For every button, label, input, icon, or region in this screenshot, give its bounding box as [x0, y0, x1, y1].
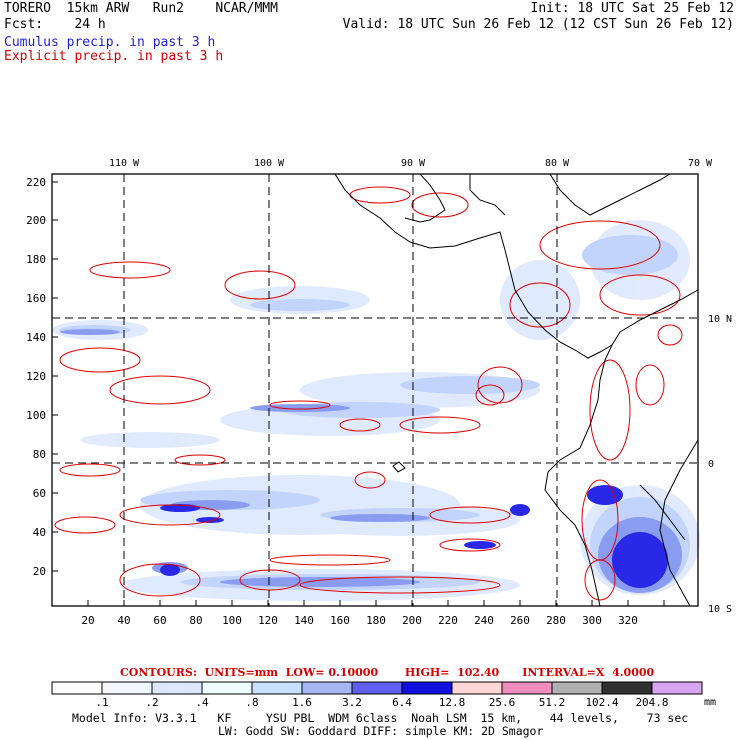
y-tick-label: 60: [33, 487, 46, 500]
model-info-line1: Model Info: V3.3.1 KF YSU PBL WDM 6class…: [72, 711, 689, 725]
y-tick-label: 120: [26, 370, 46, 383]
colorbar-box: [551, 681, 603, 695]
longitude-labels: 110 W 100 W 90 W 80 W 70 W: [109, 158, 713, 169]
y-tick-label: 100: [26, 409, 46, 422]
x-tick-label: 20: [81, 614, 94, 627]
y-tick-label: 220: [26, 176, 46, 189]
init-time: Init: 18 UTC Sat 25 Feb 12: [530, 1, 735, 16]
colorbar-box: [451, 681, 503, 695]
explicit-field-label: Explicit precip. in past 3 h: [4, 49, 224, 64]
y-tick-labels: 220 200 180 160 140 120 100 80 60 40 20: [26, 176, 46, 578]
colorbar-box: [51, 681, 103, 695]
colorbar-box: [501, 681, 553, 695]
lon-label: 90 W: [401, 158, 426, 169]
model-info-line2: LW: Godd SW: Goddard DIFF: simple KM: 2D…: [218, 724, 544, 738]
y-axis-ticks: [52, 181, 58, 572]
y-tick-label: 160: [26, 292, 46, 305]
x-tick-label: 260: [510, 614, 530, 627]
x-tick-label: 140: [294, 614, 314, 627]
y-tick-label: 80: [33, 448, 46, 461]
lat-label: 0: [708, 459, 714, 470]
x-tick-labels: 20 40 60 80 100 120 140 160 180 200 220 …: [81, 614, 638, 627]
colorbar-label: 6.4: [392, 696, 412, 709]
lon-label: 70 W: [688, 158, 713, 169]
y-tick-label: 200: [26, 214, 46, 227]
x-tick-label: 280: [546, 614, 566, 627]
x-tick-label: 120: [258, 614, 278, 627]
colorbar-label: 12.8: [439, 696, 466, 709]
colorbar-label: .1: [95, 696, 108, 709]
coastlines: [334, 173, 699, 607]
latitude-labels: 10 N 0 10 S: [708, 314, 732, 615]
colorbar-box: [401, 681, 453, 695]
colorbar-label: 102.4: [585, 696, 618, 709]
x-tick-label: 180: [366, 614, 386, 627]
colorbar-label: 3.2: [342, 696, 362, 709]
lon-label: 110 W: [109, 158, 140, 169]
colorbar-box: [101, 681, 153, 695]
x-tick-label: 320: [618, 614, 638, 627]
map-frame: [51, 173, 699, 607]
x-tick-label: 100: [222, 614, 242, 627]
lat-label: 10 N: [708, 314, 732, 325]
x-tick-label: 160: [330, 614, 350, 627]
colorbar-box: [651, 681, 703, 695]
y-tick-label: 180: [26, 253, 46, 266]
colorbar-box: [251, 681, 303, 695]
colorbar-box: [301, 681, 353, 695]
lon-label: 80 W: [545, 158, 570, 169]
x-tick-label: 40: [117, 614, 130, 627]
lat-label: 10 S: [708, 604, 732, 615]
contour-info: CONTOURS: UNITS=mm LOW= 0.10000 HIGH= 10…: [120, 666, 655, 679]
x-tick-label: 240: [474, 614, 494, 627]
colorbar-label: 51.2: [539, 696, 566, 709]
x-tick-label: 220: [438, 614, 458, 627]
colorbar-label: 25.6: [489, 696, 516, 709]
colorbar-box: [201, 681, 253, 695]
forecast-hour: Fcst: 24 h: [4, 17, 106, 32]
colorbar-label: .4: [195, 696, 209, 709]
colorbar-box: [601, 681, 653, 695]
y-tick-label: 20: [33, 565, 46, 578]
x-tick-label: 80: [189, 614, 202, 627]
x-axis-ticks: [87, 600, 665, 606]
lat-lon-grid: [52, 174, 698, 606]
x-tick-label: 300: [582, 614, 602, 627]
colorbar: .1.2.4.8 1.6 3.2 6.4 12.8 25.6 51.2 102.4 204.8 …: [51, 681, 716, 709]
y-tick-label: 40: [33, 526, 46, 539]
colorbar-box: [151, 681, 203, 695]
cumulus-field-label: Cumulus precip. in past 3 h: [4, 35, 216, 50]
explicit-precip-contours: [54, 186, 683, 601]
colorbar-box: [351, 681, 403, 695]
x-tick-label: 200: [402, 614, 422, 627]
colorbar-unit: mm: [704, 697, 716, 708]
colorbar-label: 204.8: [635, 696, 668, 709]
colorbar-label: .8: [245, 696, 258, 709]
y-tick-label: 140: [26, 331, 46, 344]
x-tick-label: 60: [153, 614, 166, 627]
valid-time: Valid: 18 UTC Sun 26 Feb 12 (12 CST Sun …: [342, 17, 734, 32]
model-title: TORERO 15km ARW Run2 NCAR/MMM: [4, 1, 278, 16]
colorbar-label: .2: [145, 696, 158, 709]
colorbar-label: 1.6: [292, 696, 312, 709]
lon-label: 100 W: [254, 158, 285, 169]
